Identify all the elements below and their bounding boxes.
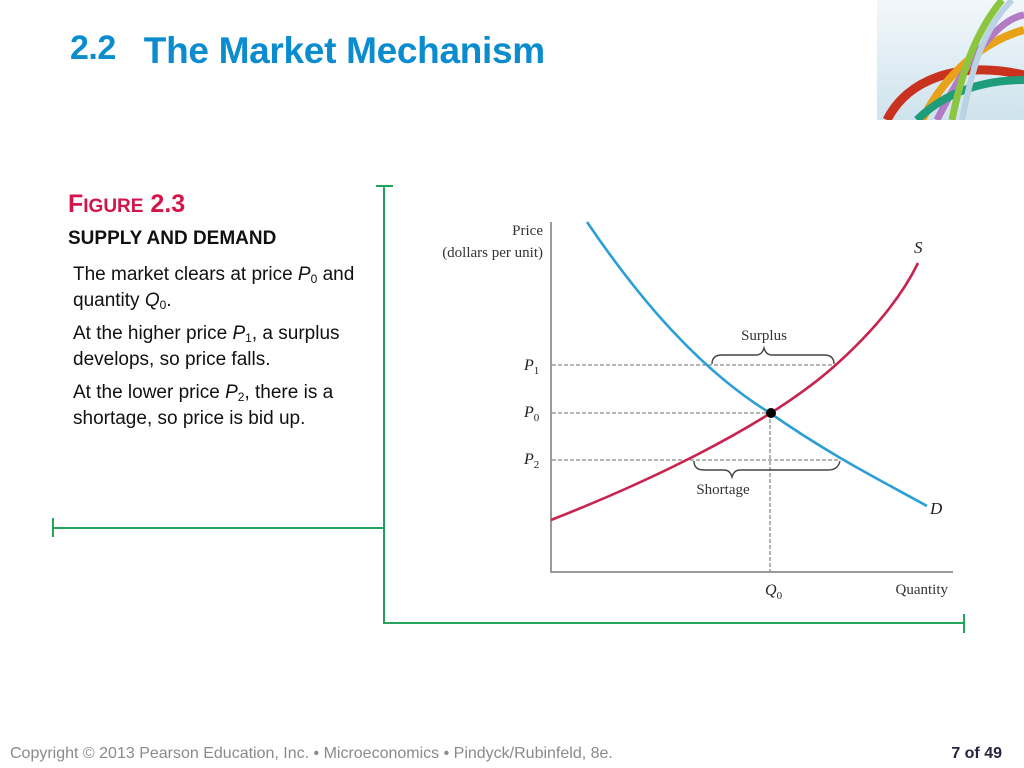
figure-label-prefix: F	[68, 190, 84, 218]
figure-number: 2.3	[150, 190, 186, 218]
bracket-vertical-line	[383, 186, 385, 624]
supply-demand-chart: Price (dollars per unit) Quantity S D P1…	[442, 221, 953, 602]
bracket-bottom-tick	[963, 614, 965, 633]
decorative-ribbons-image	[877, 0, 1024, 120]
demand-curve	[585, 221, 928, 508]
slide-header: 2.2 The Market Mechanism	[70, 29, 545, 72]
p2-label: P2	[523, 451, 539, 471]
p1-label: P1	[523, 357, 539, 377]
equilibrium-point	[766, 408, 776, 418]
caption-paragraph-1: The market clears at price P0 and quanti…	[73, 264, 355, 312]
caption-paragraph-3: At the lower price P2, there is a shorta…	[73, 382, 334, 429]
figure-label-smallcaps: IGURE	[83, 196, 144, 217]
supply-label: S	[914, 238, 923, 257]
figure-caption: The market clears at price P0 and quanti…	[73, 262, 363, 439]
caption-paragraph-2: At the higher price P1, a surplus develo…	[73, 323, 340, 370]
demand-label: D	[929, 499, 943, 518]
supply-curve	[550, 262, 920, 522]
surplus-brace	[711, 345, 835, 365]
section-number: 2.2	[70, 29, 116, 67]
y-axis-label-line1: Price	[512, 223, 543, 239]
shortage-brace	[693, 460, 841, 480]
figure-subtitle: SUPPLY AND DEMAND	[68, 228, 277, 249]
q0-label: Q0	[765, 582, 783, 602]
bracket-left-line	[52, 527, 385, 529]
y-axis-label-line2: (dollars per unit)	[442, 245, 543, 261]
p0-label: P0	[523, 404, 540, 424]
copyright-footer: Copyright © 2013 Pearson Education, Inc.…	[10, 745, 613, 762]
bracket-left-tick	[52, 518, 54, 537]
bracket-bottom-line	[383, 622, 965, 624]
slide-title: The Market Mechanism	[143, 30, 545, 71]
page-number: 7 of 49	[951, 745, 1002, 762]
surplus-label: Surplus	[741, 328, 787, 344]
figure-label: FIGURE 2.3	[68, 190, 185, 219]
x-axis-label: Quantity	[896, 582, 949, 598]
shortage-label: Shortage	[696, 482, 750, 498]
